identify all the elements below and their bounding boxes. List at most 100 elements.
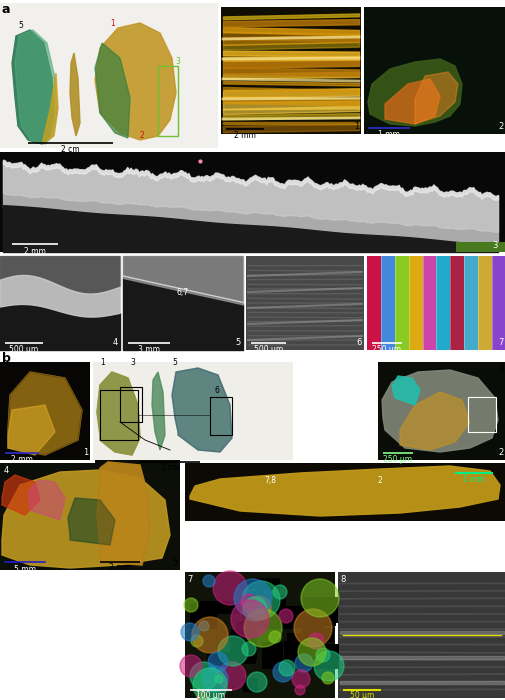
- Circle shape: [297, 638, 325, 666]
- Bar: [221, 7, 360, 134]
- Polygon shape: [97, 372, 140, 455]
- Bar: [231, 630, 257, 659]
- Bar: [263, 595, 285, 613]
- Polygon shape: [8, 372, 82, 455]
- Bar: [230, 636, 256, 664]
- Bar: [100, 390, 138, 440]
- Bar: [263, 595, 285, 613]
- Text: 1: 1: [110, 19, 115, 28]
- Polygon shape: [399, 392, 469, 450]
- Circle shape: [231, 600, 269, 638]
- Text: 1 mm: 1 mm: [377, 130, 399, 139]
- Polygon shape: [391, 376, 419, 405]
- Text: a: a: [2, 3, 11, 16]
- Polygon shape: [97, 372, 140, 455]
- Polygon shape: [95, 23, 176, 140]
- Polygon shape: [95, 43, 130, 138]
- Text: 3 mm: 3 mm: [109, 564, 131, 573]
- Bar: [422, 256, 437, 350]
- Bar: [302, 597, 335, 626]
- Bar: [239, 579, 270, 589]
- Bar: [95, 460, 180, 570]
- Bar: [301, 628, 333, 642]
- Bar: [408, 256, 423, 350]
- Circle shape: [273, 585, 286, 599]
- Text: 3: 3: [175, 57, 179, 66]
- Bar: [242, 678, 258, 692]
- Bar: [123, 256, 242, 350]
- Bar: [93, 362, 292, 460]
- Circle shape: [294, 685, 305, 695]
- Bar: [305, 604, 319, 622]
- Text: 1: 1: [100, 358, 105, 367]
- Bar: [242, 593, 262, 618]
- Text: 8: 8: [339, 575, 345, 584]
- Bar: [377, 362, 505, 460]
- Circle shape: [189, 662, 218, 690]
- Text: 3 mm: 3 mm: [138, 344, 160, 354]
- Polygon shape: [381, 370, 497, 452]
- Circle shape: [308, 633, 323, 649]
- Bar: [363, 7, 505, 134]
- Circle shape: [278, 660, 294, 676]
- Circle shape: [300, 579, 338, 617]
- Polygon shape: [414, 72, 457, 124]
- Circle shape: [240, 594, 257, 610]
- Circle shape: [241, 581, 279, 619]
- Text: 3: 3: [492, 241, 497, 250]
- Polygon shape: [172, 368, 231, 452]
- Bar: [0, 3, 218, 148]
- Bar: [310, 597, 337, 623]
- Text: 7: 7: [187, 575, 192, 584]
- Text: 6: 6: [215, 386, 220, 395]
- Bar: [337, 572, 505, 698]
- Bar: [262, 642, 282, 669]
- Polygon shape: [2, 475, 40, 515]
- Bar: [0, 362, 90, 460]
- Bar: [267, 613, 294, 629]
- Text: 6,7: 6,7: [177, 288, 189, 297]
- Text: 2 cm: 2 cm: [161, 463, 179, 473]
- Polygon shape: [42, 73, 58, 144]
- Circle shape: [190, 635, 203, 647]
- Bar: [257, 609, 274, 629]
- Circle shape: [196, 691, 207, 700]
- Bar: [301, 628, 333, 642]
- Text: 1 mm: 1 mm: [462, 475, 484, 484]
- Bar: [302, 597, 335, 626]
- Text: 1: 1: [353, 122, 358, 131]
- Text: 2: 2: [377, 476, 382, 485]
- Bar: [286, 651, 302, 661]
- Bar: [296, 644, 338, 669]
- Circle shape: [233, 579, 272, 617]
- Circle shape: [241, 642, 256, 656]
- Bar: [256, 578, 279, 590]
- Circle shape: [321, 672, 333, 684]
- Circle shape: [213, 571, 246, 605]
- Bar: [189, 603, 217, 629]
- Text: 250 μm: 250 μm: [372, 344, 401, 354]
- Text: 4: 4: [4, 466, 9, 475]
- Circle shape: [218, 636, 247, 666]
- Text: b: b: [2, 352, 11, 365]
- Circle shape: [192, 668, 227, 700]
- Bar: [245, 256, 363, 350]
- Bar: [0, 152, 505, 252]
- Polygon shape: [8, 405, 55, 455]
- Bar: [245, 591, 264, 612]
- Bar: [189, 603, 217, 629]
- Bar: [366, 256, 381, 350]
- Circle shape: [294, 654, 313, 672]
- Polygon shape: [70, 53, 80, 136]
- Circle shape: [180, 655, 201, 677]
- Bar: [242, 593, 262, 618]
- Bar: [464, 256, 478, 350]
- Circle shape: [243, 609, 281, 647]
- Bar: [380, 256, 395, 350]
- Bar: [449, 256, 465, 350]
- Bar: [199, 601, 239, 614]
- Bar: [283, 641, 318, 668]
- Text: 250 μm: 250 μm: [383, 454, 412, 463]
- Circle shape: [181, 623, 198, 641]
- Bar: [239, 579, 270, 589]
